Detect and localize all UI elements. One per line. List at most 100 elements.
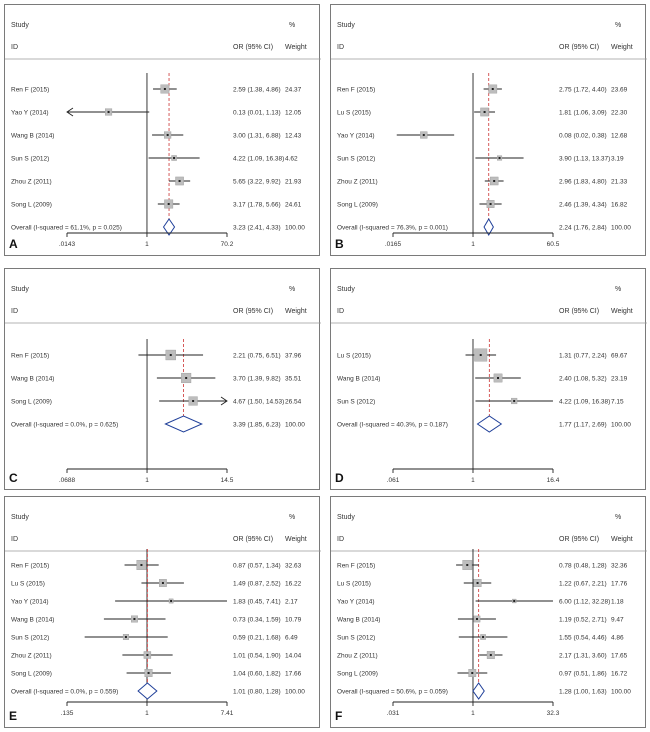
- x-tick-label: 1: [145, 477, 149, 484]
- study-or-text: 1.83 (0.45, 7.41): [233, 599, 281, 606]
- point-estimate: [497, 377, 500, 379]
- study-or-text: 2.17 (1.31, 3.60): [559, 653, 607, 660]
- header-or: OR (95% CI): [233, 44, 273, 51]
- study-or-text: 2.40 (1.08, 5.32): [559, 376, 607, 383]
- study-label: Song L (2009): [11, 399, 52, 406]
- study-weight: 4.86: [611, 635, 624, 642]
- point-estimate: [178, 180, 181, 182]
- panel-label-c: C: [9, 471, 18, 485]
- forest-plot-c: Study ID OR (95% CI)% Weight Ren F (2015) 2.2…: [5, 286, 321, 484]
- overall-weight: 100.00: [285, 225, 305, 232]
- x-tick-label: 14.5: [221, 477, 234, 484]
- point-estimate: [146, 654, 149, 656]
- study-weight: 16.82: [611, 202, 628, 209]
- study-label: Sun S (2012): [11, 635, 49, 642]
- study-or-text: 1.01 (0.54, 1.90): [233, 653, 281, 660]
- ci-arrow-left: [66, 107, 74, 117]
- study-weight: 3.19: [611, 156, 624, 163]
- header-percent: %: [615, 22, 621, 29]
- x-tick-label: 1: [471, 710, 475, 717]
- point-estimate: [482, 636, 485, 638]
- study-weight: 17.66: [285, 671, 302, 678]
- point-estimate: [489, 654, 492, 656]
- header-or: OR (95% CI): [233, 536, 273, 543]
- point-estimate: [170, 600, 173, 602]
- panel-label-b: B: [335, 237, 344, 251]
- study-weight: 69.67: [611, 353, 628, 360]
- overall-weight: 100.00: [611, 689, 631, 696]
- overall-or-text: 2.24 (1.76, 2.84): [559, 225, 607, 232]
- point-estimate: [161, 582, 164, 584]
- point-estimate: [140, 564, 143, 566]
- header-percent: %: [615, 514, 621, 521]
- point-estimate: [493, 180, 496, 182]
- overall-weight: 100.00: [285, 689, 305, 696]
- study-weight: 6.49: [285, 635, 298, 642]
- study-or-text: 1.55 (0.54, 4.46): [559, 635, 607, 642]
- overall-or-text: 1.28 (1.00, 1.63): [559, 689, 607, 696]
- header-weight: Weight: [285, 308, 307, 315]
- overall-diamond: [472, 682, 485, 700]
- study-weight: 12.43: [285, 133, 302, 140]
- point-estimate: [466, 564, 469, 566]
- point-estimate: [185, 377, 188, 379]
- header-or: OR (95% CI): [559, 308, 599, 315]
- study-label: Sun S (2012): [337, 156, 375, 163]
- forest-plot-e: Study ID OR (95% CI)% Weight Ren F (2015) 0.8…: [5, 514, 321, 717]
- x-tick-label: 16.4: [547, 477, 560, 484]
- overall-or-text: 3.23 (2.41, 4.33): [233, 225, 281, 232]
- forest-panel-f: Study ID OR (95% CI)% Weight Ren F (2015) 0.7…: [330, 496, 647, 728]
- forest-panel-d: Study ID OR (95% CI)% Weight Lu S (2015) 1.31…: [330, 268, 647, 490]
- overall-weight: 100.00: [611, 422, 631, 429]
- study-weight: 9.47: [611, 617, 624, 624]
- study-or-text: 5.65 (3.22, 9.92): [233, 179, 281, 186]
- point-estimate: [107, 111, 110, 113]
- x-tick-label: .135: [61, 710, 74, 717]
- header-study: Study: [11, 514, 29, 521]
- study-label: Lu S (2015): [337, 110, 371, 117]
- header-percent: %: [289, 286, 295, 293]
- forest-panel-c: Study ID OR (95% CI)% Weight Ren F (2015) 2.2…: [4, 268, 321, 490]
- study-label: Sun S (2012): [337, 399, 375, 406]
- header-weight: Weight: [285, 536, 307, 543]
- study-or-text: 0.08 (0.02, 0.38): [559, 133, 607, 140]
- point-estimate: [166, 134, 169, 136]
- study-weight: 21.93: [285, 179, 302, 186]
- study-or-text: 3.90 (1.13, 13.37): [559, 156, 610, 163]
- point-estimate: [173, 157, 176, 159]
- study-weight: 12.05: [285, 110, 302, 117]
- study-or-text: 4.22 (1.09, 16.38): [233, 156, 284, 163]
- study-weight: 16.72: [611, 671, 628, 678]
- study-label: Ren F (2015): [337, 563, 375, 570]
- study-weight: 16.22: [285, 581, 302, 588]
- header-id: ID: [337, 536, 344, 543]
- point-estimate: [498, 157, 501, 159]
- point-estimate: [483, 111, 486, 113]
- study-weight: 4.62: [285, 156, 298, 163]
- study-label: Ren F (2015): [11, 353, 49, 360]
- x-tick-label: .061: [387, 477, 400, 484]
- panel-label-a: A: [9, 237, 18, 251]
- study-weight: 14.04: [285, 653, 302, 660]
- ci-arrow-right: [220, 396, 228, 406]
- point-estimate: [422, 134, 425, 136]
- header-id: ID: [11, 308, 18, 315]
- study-weight: 32.36: [611, 563, 628, 570]
- study-weight: 12.68: [611, 133, 628, 140]
- study-weight: 10.79: [285, 617, 302, 624]
- study-or-text: 1.49 (0.87, 2.52): [233, 581, 281, 588]
- point-estimate: [471, 672, 474, 674]
- study-or-text: 3.70 (1.39, 9.82): [233, 376, 281, 383]
- header-study: Study: [337, 514, 355, 521]
- header-or: OR (95% CI): [559, 536, 599, 543]
- point-estimate: [489, 203, 492, 205]
- point-estimate: [475, 618, 478, 620]
- study-or-text: 4.22 (1.09, 16.38): [559, 399, 610, 406]
- panel-label-e: E: [9, 709, 18, 723]
- study-weight: 35.51: [285, 376, 302, 383]
- study-weight: 23.69: [611, 87, 628, 94]
- study-weight: 26.54: [285, 399, 302, 406]
- x-tick-label: .0165: [385, 241, 402, 248]
- study-or-text: 0.13 (0.01, 1.13): [233, 110, 281, 117]
- x-tick-label: 32.3: [547, 710, 560, 717]
